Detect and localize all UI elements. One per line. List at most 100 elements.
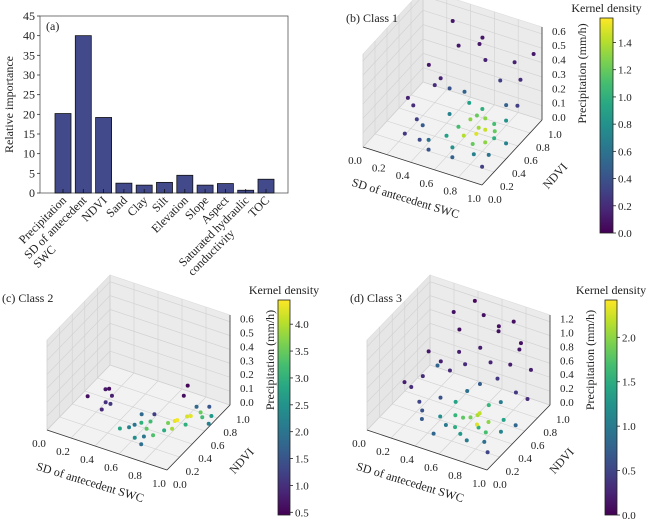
scatter-point [465, 388, 470, 393]
scatter-point [103, 387, 108, 392]
scatter-point [432, 83, 437, 88]
grid-line [434, 0, 543, 35]
x-tick-label: 0.8 [443, 185, 457, 197]
scatter-point [480, 35, 485, 40]
grid-line [462, 396, 527, 463]
scatter-point [458, 431, 463, 436]
scatter-point [438, 359, 443, 364]
colorbar-tick-label: 0.2 [618, 201, 632, 213]
x-tick-label: 1.0 [152, 478, 166, 490]
z-tick-label: 0.6 [552, 26, 566, 38]
x-axis-line [46, 429, 168, 471]
scatter-point [411, 103, 416, 108]
scatter-point [461, 415, 466, 420]
scatter-point [450, 18, 455, 23]
z-tick-label: 0.4 [560, 369, 574, 381]
grid-line [362, 53, 424, 119]
scatter-point [132, 435, 137, 440]
colorbar-tick-label: 1.4 [618, 37, 632, 49]
scatter-point [188, 414, 193, 418]
scatter-point [496, 329, 501, 334]
colorbar-tick-label: 0.6 [618, 146, 632, 158]
z-tick-label: 0.5 [240, 328, 254, 340]
colorbar-label: Kernel density [576, 283, 646, 297]
y-axis-line [481, 119, 543, 186]
scatter3d-panel-class-1: 0.00.20.40.60.81.0 0.00.20.40.60.81.00.00… [346, 0, 642, 240]
scatter-point [492, 129, 497, 134]
scatter-point [480, 164, 485, 169]
scatter-point [468, 415, 473, 420]
colorbar-tick-label: 0.4 [618, 174, 632, 186]
y-tick-label: 0.4 [518, 453, 532, 465]
grid-line [410, 96, 471, 163]
scatter-point [453, 425, 458, 430]
grid-line [422, 9, 543, 49]
z-tick-label: 0.3 [240, 355, 254, 367]
colorbar-tick-label: 1.5 [295, 454, 309, 466]
scatter-point [486, 152, 491, 157]
scatter-point [470, 142, 475, 147]
grid-line [46, 295, 111, 361]
y-axis-label: NDVI [226, 445, 256, 477]
grid-line [429, 281, 551, 322]
scatter-point [481, 313, 486, 318]
y-tick-label: 20 [23, 107, 35, 121]
x-axis-line [366, 429, 488, 471]
scatter-point [518, 341, 523, 346]
scatter-point [496, 324, 501, 329]
scatter-point [450, 145, 455, 150]
grid-line [362, 81, 424, 148]
scatter-point [417, 399, 422, 404]
scatter-point [515, 103, 520, 108]
x-tick-label: 0.2 [372, 163, 386, 175]
scatter-point [99, 407, 104, 412]
y-tick-label: 5 [29, 166, 35, 180]
z-tick-label: 0.2 [240, 369, 254, 381]
scatter-point [488, 360, 493, 365]
bar [95, 117, 112, 194]
x-axis-label: SD of antecedent SWC [35, 459, 146, 505]
y-axis-label: NDVI [540, 160, 570, 192]
scatter-point [508, 362, 513, 367]
scatter-point [198, 410, 203, 415]
colorbar-tick-label: 0.8 [618, 119, 632, 131]
scatter-point [477, 411, 482, 416]
colorbar-tick-label: 1.2 [618, 65, 632, 77]
scatter-point [483, 127, 488, 132]
colorbar-tick-label: 2.0 [622, 332, 636, 344]
x-tick-label: 0.6 [420, 178, 434, 190]
grid-line [429, 323, 551, 364]
grid-line [46, 323, 111, 389]
scatter-point [501, 417, 506, 422]
scatter-point [457, 327, 462, 332]
scatter-point [485, 450, 490, 455]
scatter-point [504, 141, 509, 146]
scatter3d-panel-class-3: 0.00.20.40.60.81.0 0.00.20.40.60.81.00.00… [350, 274, 646, 522]
scatter-point [476, 125, 481, 130]
grid-line [362, 24, 424, 90]
grid-line [404, 390, 525, 432]
grid-line [457, 112, 519, 178]
y-tick-label: 40 [23, 29, 35, 43]
colorbar [604, 299, 618, 516]
scatter-point [420, 408, 425, 413]
colorbar-tick-label: 1.0 [618, 92, 632, 104]
scatter-point [139, 420, 144, 425]
scatter-point [447, 86, 452, 91]
grid-line [72, 403, 193, 445]
colorbar-tick-label: 2.5 [295, 400, 309, 412]
colorbar-tick-label: 1.0 [622, 421, 636, 433]
grid-line [109, 336, 231, 378]
panel-label: (b) Class 1 [346, 11, 398, 25]
grid-line [386, 120, 507, 160]
grid-line [362, 67, 424, 133]
grid-line [390, 372, 455, 439]
y-tick-label: 0.6 [524, 155, 538, 167]
scatter-point [450, 155, 455, 160]
scatter-point [183, 422, 188, 427]
y-tick-label: 0.8 [536, 142, 550, 154]
scatter-point [117, 426, 122, 431]
y-tick-label: 0.2 [506, 466, 520, 478]
scatter-point [483, 430, 488, 435]
grid-line [362, 0, 420, 62]
